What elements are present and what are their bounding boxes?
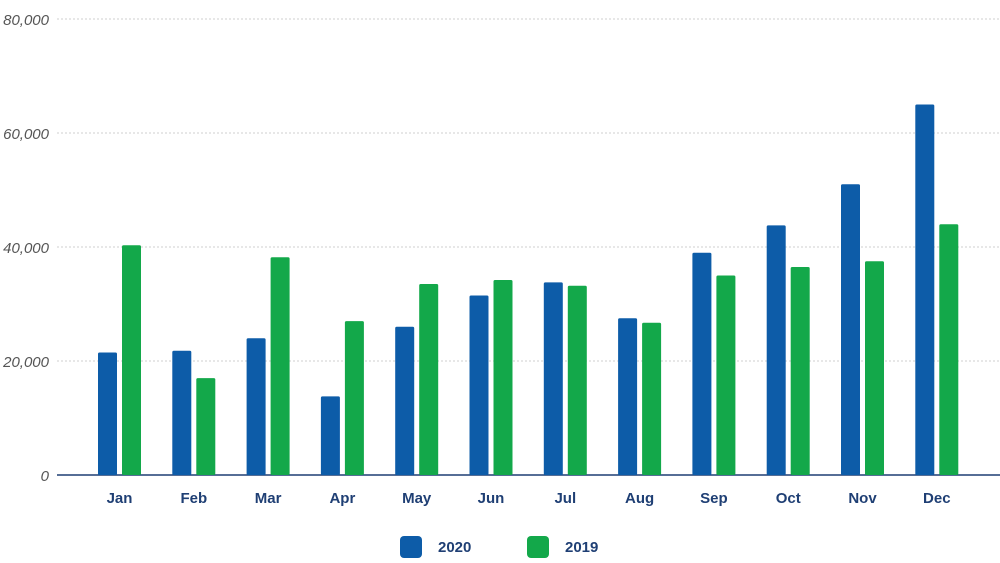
legend-item-2020: 2020 [400,536,471,558]
bar-2020-feb [172,350,192,475]
y-tick-label: 40,000 [3,240,50,257]
bar-2020-jun [469,295,489,475]
bar-2020-nov [841,184,860,476]
bar-2019-may [419,284,439,475]
bar-2020-apr [320,396,340,475]
bar-2019-oct [790,266,810,475]
y-tick-label: 20,000 [2,354,50,371]
bar-chart: 0 20,000 40,000 60,000 80,000 Jan Feb Mar Apr May… [2,12,1000,507]
y-tick-label: 0 [41,468,50,485]
bar-2019-apr [344,321,364,475]
bar-2020-may [395,326,415,475]
bar-2020-jan [98,352,117,475]
legend-swatch-2020 [400,536,422,558]
bar-2020-aug [618,318,638,475]
legend: 2020 2019 [0,536,1000,560]
x-tick-label: Nov [848,490,877,507]
bar-2019-dec [939,224,959,475]
bar-2020-sep [692,252,712,475]
x-tick-label: May [402,490,432,507]
x-tick-label: Mar [255,490,282,507]
x-tick-label: Dec [923,490,951,507]
bar-2019-mar [270,257,290,475]
legend-item-2019: 2019 [527,536,598,558]
x-tick-label: Feb [180,490,207,507]
bar-2019-jul [567,285,587,475]
bar-2019-sep [716,275,736,475]
x-tick-label: Sep [700,490,728,507]
legend-swatch-2019 [527,536,549,558]
x-tick-label: Aug [625,490,654,507]
bar-2019-aug [642,322,662,475]
x-tick-label: Jan [107,490,133,507]
x-tick-label: Jul [554,490,576,507]
legend-label-2019: 2019 [565,538,599,556]
bar-2019-jun [493,280,513,475]
bar-2019-jan [122,245,141,475]
x-tick-label: Jun [478,490,505,507]
x-tick-label: Apr [329,490,355,507]
x-tick-label: Oct [776,490,801,507]
bar-2020-jul [543,282,563,475]
legend-label-2020: 2020 [438,538,472,556]
y-tick-label: 80,000 [3,12,50,29]
y-tick-label: 60,000 [3,126,50,143]
bar-2019-feb [196,378,216,475]
bar-2020-mar [246,338,266,475]
bar-2020-oct [766,225,786,475]
bar-2019-nov [865,261,884,475]
bar-2020-dec [915,104,935,475]
